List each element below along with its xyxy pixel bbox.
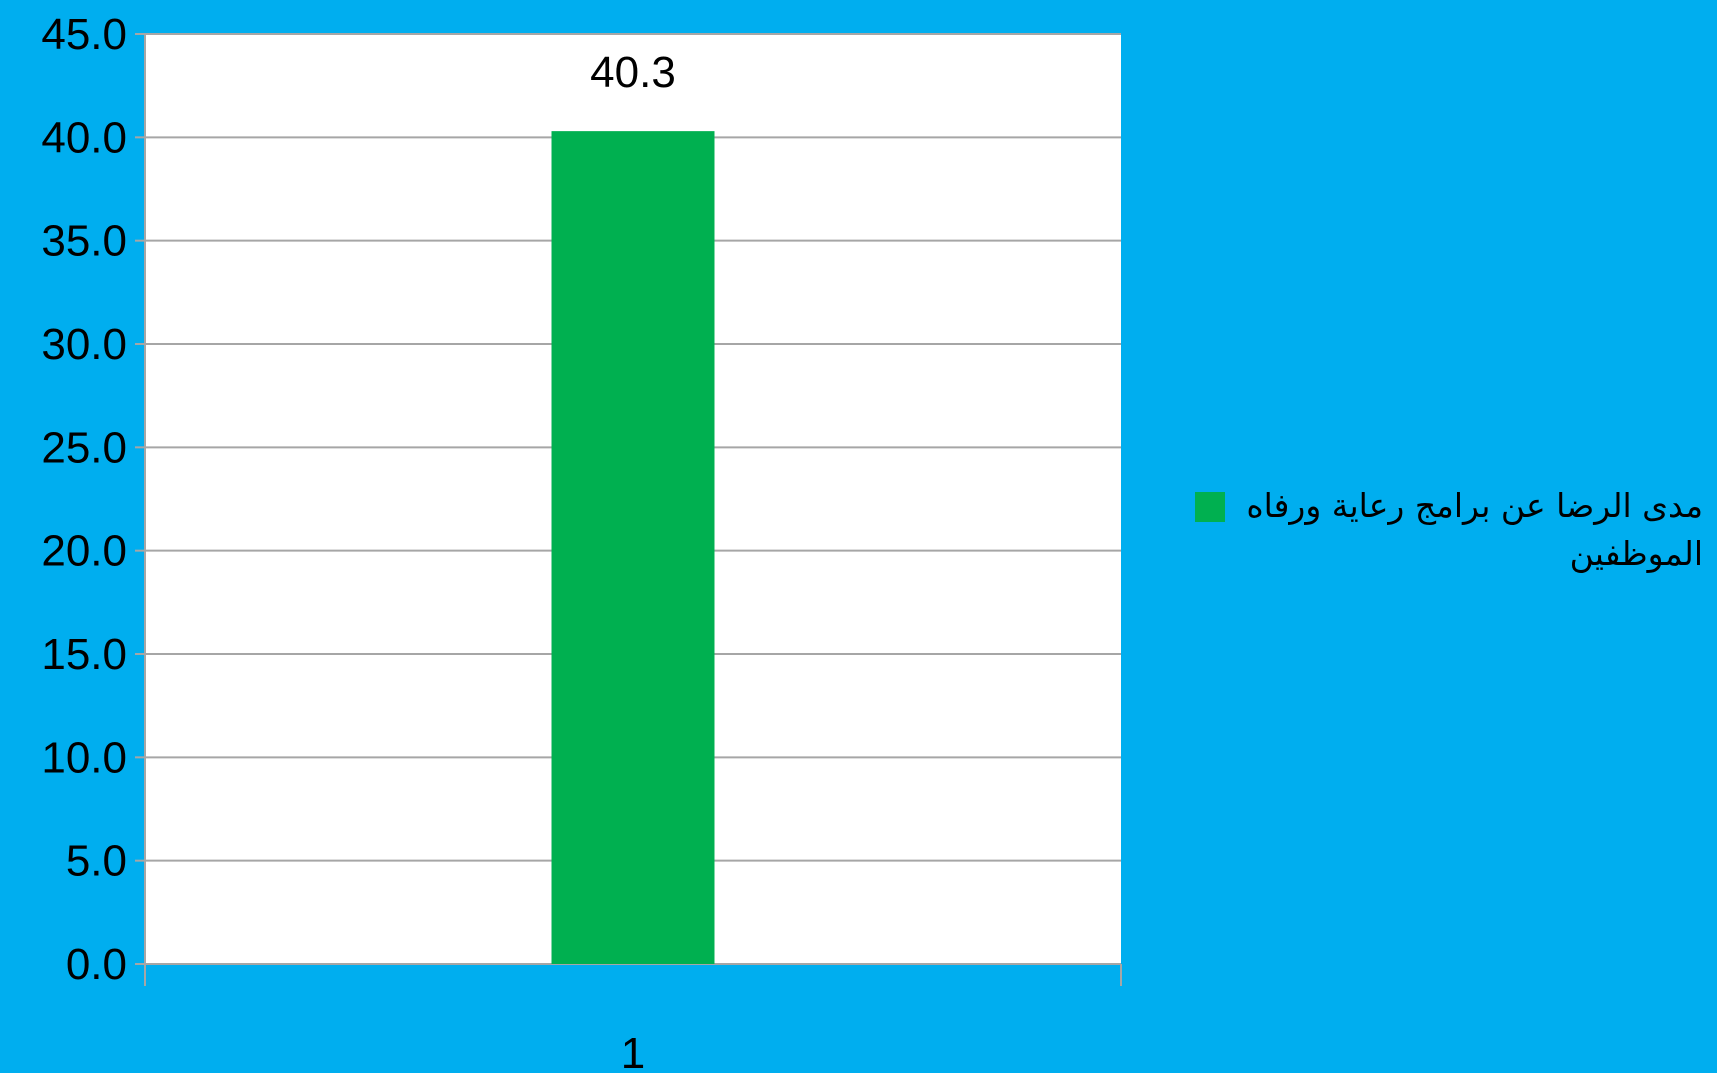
y-tick-label: 45.0 xyxy=(41,10,127,59)
bar-data-label: 40.3 xyxy=(590,48,676,97)
legend: مدى الرضا عن برامج رعاية ورفاه الموظفين xyxy=(1195,482,1705,578)
bar xyxy=(551,131,715,965)
y-tick-label: 0.0 xyxy=(66,940,127,989)
x-axis-tick-labels: 1 xyxy=(621,1029,645,1073)
bars xyxy=(551,131,715,965)
legend-swatch xyxy=(1195,492,1225,522)
y-tick-label: 5.0 xyxy=(66,837,127,886)
y-tick-label: 35.0 xyxy=(41,217,127,266)
y-tick-label: 15.0 xyxy=(41,630,127,679)
data-labels: 40.3 xyxy=(590,48,676,97)
y-tick-label: 10.0 xyxy=(41,733,127,782)
y-tick-label: 40.0 xyxy=(41,113,127,162)
y-axis-tick-labels: 0.0 5.0 10.0 15.0 20.0 25.0 30.0 35.0 40.0 45.0 xyxy=(41,10,127,989)
y-tick-label: 20.0 xyxy=(41,527,127,576)
x-tick-label: 1 xyxy=(621,1029,645,1073)
y-tick-label: 25.0 xyxy=(41,423,127,472)
y-tick-label: 30.0 xyxy=(41,320,127,369)
legend-label: مدى الرضا عن برامج رعاية ورفاه الموظفين xyxy=(1246,486,1703,573)
